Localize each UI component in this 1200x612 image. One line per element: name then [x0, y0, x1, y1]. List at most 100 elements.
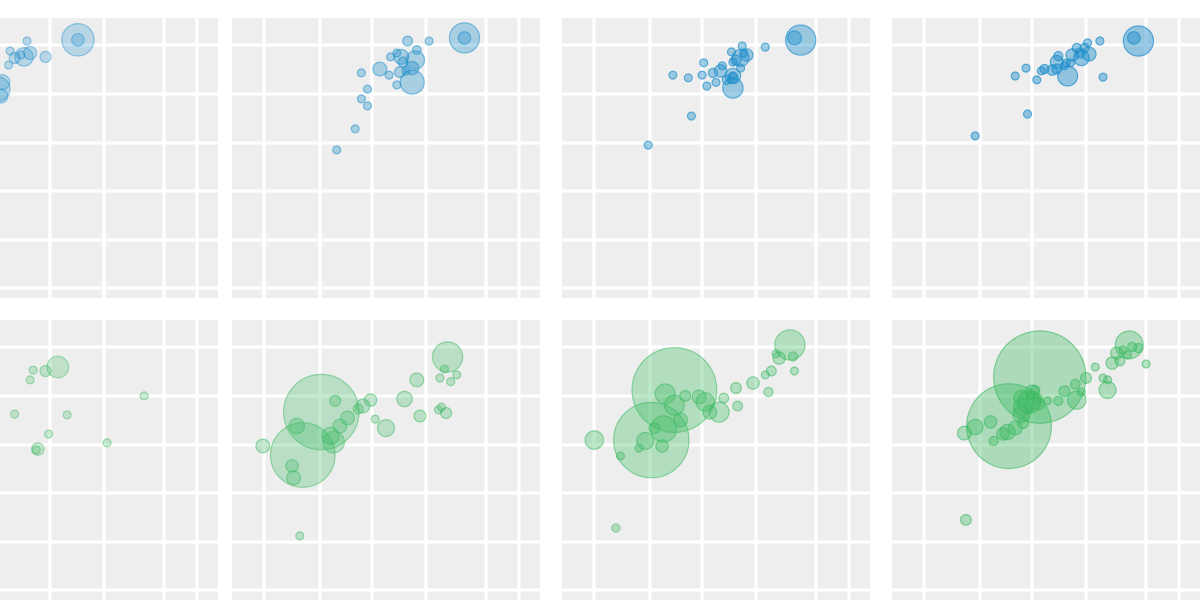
data-point [1098, 373, 1108, 383]
data-point [295, 531, 305, 541]
data-point [1095, 36, 1105, 46]
data-point [726, 47, 737, 57]
data-point [350, 124, 360, 134]
data-point [452, 370, 462, 380]
panel-background [232, 320, 540, 600]
data-point [1021, 63, 1031, 73]
data-point [1024, 404, 1034, 414]
data-point [760, 370, 770, 380]
data-point [737, 41, 747, 51]
data-point [0, 76, 11, 102]
data-point [655, 439, 669, 453]
data-point [787, 351, 799, 362]
data-point [376, 419, 396, 438]
data-point [1090, 362, 1100, 372]
data-point [362, 101, 373, 111]
data-point [1032, 75, 1042, 85]
data-point [699, 58, 709, 68]
data-point [702, 81, 712, 91]
data-point [584, 430, 605, 450]
data-point [352, 403, 364, 415]
panel-background [0, 18, 218, 298]
panel-background [562, 18, 870, 298]
data-point [411, 45, 422, 55]
data-point [5, 46, 15, 56]
data-point [679, 389, 692, 402]
data-point [401, 66, 411, 76]
chart-panel-r2-c3 [562, 320, 870, 600]
data-point [789, 366, 800, 376]
data-point [386, 52, 396, 62]
data-point [1102, 375, 1113, 385]
data-point [413, 409, 427, 423]
data-point [255, 438, 271, 454]
data-point [673, 412, 689, 428]
data-point [1071, 42, 1083, 54]
data-point [102, 438, 112, 448]
data-point [1098, 380, 1117, 400]
data-point [384, 70, 394, 80]
chart-panel-r1-c3 [562, 18, 870, 298]
data-point [649, 415, 678, 443]
data-point [729, 382, 742, 395]
data-point [654, 383, 676, 405]
data-point [39, 364, 52, 378]
data-point [1076, 387, 1087, 397]
data-point [30, 442, 45, 456]
data-point [996, 427, 1010, 441]
data-point [1022, 109, 1033, 119]
data-point [634, 443, 644, 453]
data-point [959, 513, 972, 526]
data-point [1059, 60, 1070, 71]
data-point [288, 417, 305, 435]
data-point [956, 425, 972, 441]
data-point [1122, 25, 1155, 57]
data-point [332, 418, 348, 434]
data-point [286, 470, 302, 486]
data-point [1025, 391, 1036, 401]
panel-background [232, 18, 540, 298]
data-point [4, 60, 14, 70]
data-point [760, 42, 770, 52]
data-point [1118, 345, 1128, 355]
data-point [711, 77, 721, 88]
data-point [1053, 50, 1064, 62]
data-point [10, 409, 20, 419]
data-point [28, 365, 38, 375]
data-point [707, 67, 719, 79]
data-point [691, 389, 707, 405]
data-point [435, 373, 445, 383]
data-point [269, 422, 336, 488]
panel-background [562, 320, 870, 600]
data-point [988, 435, 999, 447]
chart-panel-r1-c2 [232, 18, 540, 298]
data-point [717, 61, 727, 71]
data-point [446, 377, 456, 387]
data-point [405, 60, 420, 76]
data-point [727, 72, 739, 84]
data-point [363, 393, 378, 407]
data-point [457, 31, 472, 45]
data-point [697, 70, 707, 80]
data-point [1133, 342, 1144, 354]
data-point [1058, 385, 1071, 398]
chart-panel-r2-c2 [232, 320, 540, 600]
data-point [735, 63, 746, 73]
data-point [786, 30, 802, 46]
chart-panel-r2-c4 [892, 320, 1200, 600]
data-point [329, 394, 342, 407]
data-point [1127, 31, 1141, 45]
data-point [1082, 38, 1093, 48]
data-point [62, 410, 72, 420]
data-point [686, 111, 697, 121]
data-point [22, 36, 32, 46]
data-point [728, 57, 738, 67]
data-point [668, 70, 678, 80]
chart-panel-r1-c1 [0, 18, 218, 298]
chart-panel-r1-c4 [892, 18, 1200, 298]
data-point [25, 375, 35, 385]
data-point [436, 402, 446, 412]
data-point [396, 390, 413, 408]
